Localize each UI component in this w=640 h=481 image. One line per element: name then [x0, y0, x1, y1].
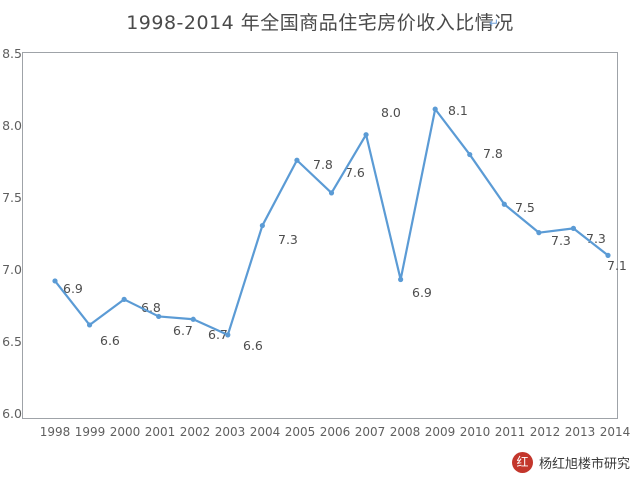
- data-point-marker: [432, 106, 438, 112]
- data-point-marker: [570, 225, 577, 231]
- data-point-label: 7.3: [278, 232, 298, 247]
- x-axis-tick-label: 2012: [529, 425, 561, 439]
- x-axis-tick-label: 2002: [179, 425, 211, 439]
- data-point-marker: [52, 278, 58, 284]
- x-axis-tick-label: 2013: [564, 425, 596, 439]
- watermark: 红 杨红旭楼市研究: [511, 449, 630, 475]
- data-point-marker: [294, 157, 300, 163]
- x-axis-tick-label: 2003: [214, 425, 246, 439]
- data-point-label: 6.9: [412, 285, 432, 300]
- x-axis-tick-label: 2011: [494, 425, 526, 439]
- data-point-label: 6.7: [208, 327, 228, 342]
- data-point-marker: [259, 222, 265, 229]
- x-axis-tick-label: 2007: [354, 425, 386, 439]
- chart-title: 1998-2014 年全国商品住宅房价收入比情况: [126, 12, 514, 34]
- paragraph-mark-icon: ↵: [489, 16, 500, 30]
- data-point-marker: [363, 132, 369, 138]
- data-point-marker: [86, 322, 93, 328]
- data-point-marker: [328, 190, 335, 196]
- x-axis-tick-label: 2010: [459, 425, 491, 439]
- data-point-marker: [121, 296, 127, 302]
- data-point-marker: [605, 252, 611, 258]
- y-axis-tick-label: 8.0: [2, 118, 22, 133]
- data-point-label: 7.8: [313, 157, 333, 172]
- x-axis-tick-label: 2009: [424, 425, 456, 439]
- watermark-text: 杨红旭楼市研究: [538, 456, 630, 472]
- data-point-label: 7.5: [515, 200, 535, 215]
- data-point-label: 8.0: [381, 105, 401, 120]
- y-axis-tick-label: 6.5: [2, 334, 22, 349]
- watermark-logo-icon: 红: [511, 451, 533, 473]
- y-axis-tick-label: 6.0: [2, 406, 22, 421]
- x-axis-tick-label: 2000: [109, 425, 141, 439]
- x-axis-tick-label: 1998: [39, 425, 71, 439]
- x-axis-tick-label: 2004: [249, 425, 281, 439]
- data-point-label: 6.6: [100, 333, 120, 348]
- y-axis-tick-label: 8.5: [2, 46, 22, 61]
- data-point-label: 8.1: [448, 103, 468, 118]
- data-point-marker: [467, 151, 473, 158]
- data-point-marker: [225, 332, 231, 338]
- data-point-marker: [536, 230, 542, 236]
- x-axis-tick-label: 2005: [284, 425, 316, 439]
- data-point-label: 7.1: [607, 258, 627, 273]
- x-axis-tick-label: 1999: [74, 425, 106, 439]
- data-point-marker: [398, 276, 404, 283]
- line-series-path: [53, 108, 610, 336]
- data-point-label: 7.6: [345, 165, 365, 180]
- x-axis-tick-label: 2008: [389, 425, 421, 439]
- x-axis-tick-label: 2014: [599, 425, 631, 439]
- y-axis-tick-label: 7.5: [2, 190, 22, 205]
- data-point-marker: [190, 316, 196, 322]
- line-series-markers: [52, 106, 611, 338]
- data-point-marker: [501, 201, 507, 207]
- data-point-label: 6.9: [63, 281, 83, 296]
- x-axis-tick-label: 2006: [319, 425, 351, 439]
- data-point-label: 7.8: [483, 146, 503, 161]
- data-point-label: 6.6: [243, 338, 263, 353]
- plot-area: [22, 52, 618, 419]
- series-line: [52, 106, 611, 338]
- y-axis-tick-label: 7.0: [2, 262, 22, 277]
- data-point-label: 7.3: [551, 233, 571, 248]
- data-point-marker: [156, 313, 162, 320]
- data-point-label: 6.7: [173, 323, 193, 338]
- x-axis-tick-label: 2001: [144, 425, 176, 439]
